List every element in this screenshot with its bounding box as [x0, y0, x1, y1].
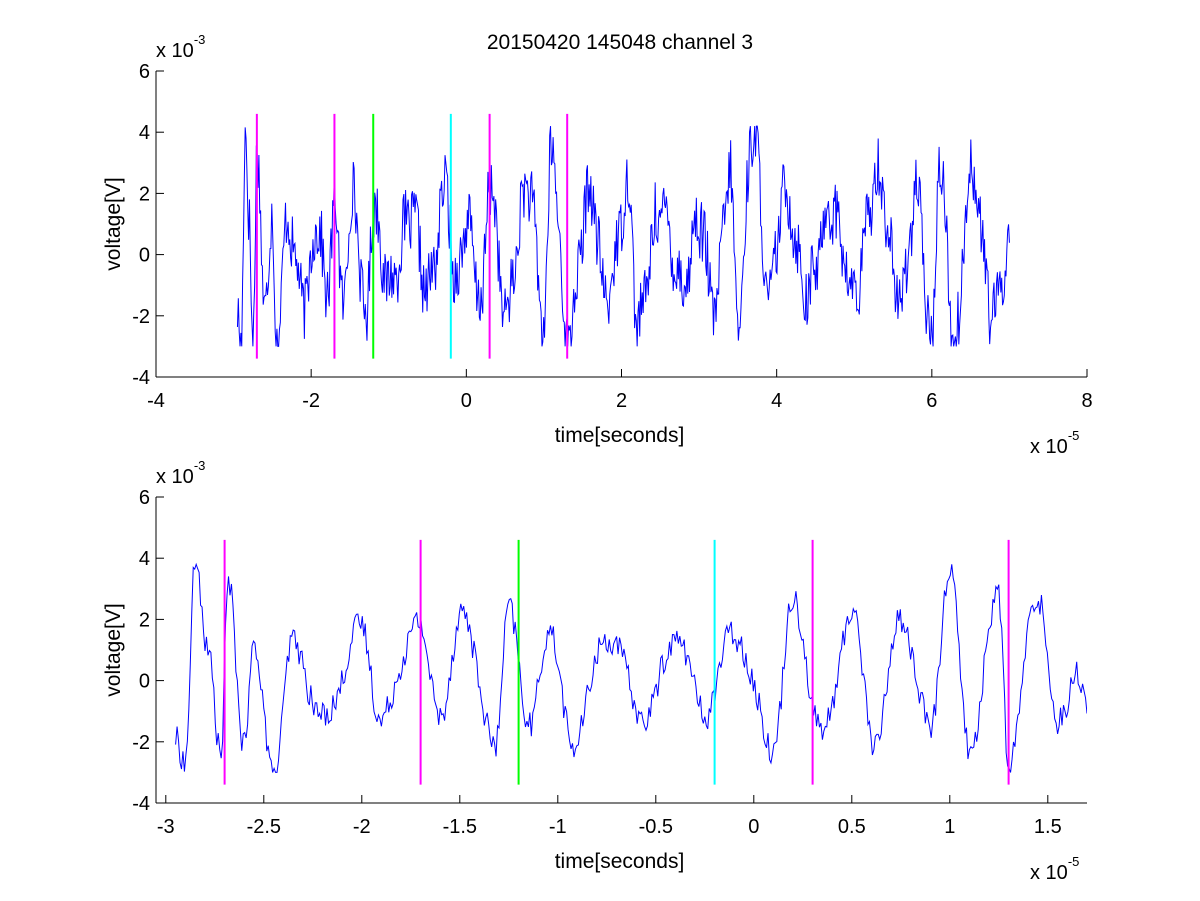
axes-bottom-x-tick-label: -1 [549, 816, 567, 838]
axes-top: -4 -2 0 2 4 6 8 -4 -2 0 2 4 6 time[seconds] voltage[V]… [102, 32, 1093, 458]
axes-top-y-exponent-power: -3 [194, 32, 206, 47]
axes-bottom-x-tick-label: 1 [944, 816, 955, 838]
axes-top-x-tick-label: 4 [771, 390, 782, 412]
axes-bottom-x-exponent-power: -5 [1068, 854, 1080, 869]
axes-bottom-y-tick-label: 2 [139, 609, 150, 631]
axes-bottom-x-exponent: x 10-5 [1030, 854, 1079, 884]
axes-top-x-label: time[seconds] [555, 424, 685, 447]
axes-bottom-x-label: time[seconds] [555, 850, 685, 873]
axes-bottom-y-tick-label: -2 [132, 732, 150, 754]
axes-bottom-x-tick-label: -0.5 [639, 816, 673, 838]
figure-title: 20150420 145048 channel 3 [487, 31, 753, 54]
axes-bottom-y-exponent: x 10-3 [156, 458, 205, 488]
axes-top-x-tick-label: 8 [1081, 390, 1092, 412]
axes-bottom-signal-line [175, 562, 1087, 773]
axes-top-x-tick-label: -4 [147, 390, 165, 412]
axes-bottom-x-tick-label: 1.5 [1034, 816, 1062, 838]
axes-top-y-tick-label: 6 [139, 61, 150, 83]
axes-top-x-tick-label: 6 [926, 390, 937, 412]
axes-bottom-y-label: voltage[V] [102, 603, 125, 696]
axes-bottom-x-tick-label: -1.5 [443, 816, 477, 838]
axes-bottom-x-tick-label: -3 [157, 816, 175, 838]
axes-bottom-y-tick-label: 0 [139, 671, 150, 693]
axes-bottom-y-tick-label: -4 [132, 793, 150, 815]
axes-top-x-tick-label: 2 [616, 390, 627, 412]
axes-top-x-tick-label: 0 [461, 390, 472, 412]
axes-top-y-tick-label: 4 [139, 122, 150, 144]
axes-bottom-y-tick-label: 6 [139, 487, 150, 509]
axes-top-y-exponent: x 10-3 [156, 32, 205, 62]
axes-top-y-tick-label: -2 [132, 306, 150, 328]
axes-top-y-exponent-base: x 10 [156, 40, 194, 62]
axes-bottom-x-tick-label: -2.5 [247, 816, 281, 838]
axes-bottom-x-exponent-base: x 10 [1030, 862, 1068, 884]
axes-top-y-tick-label: 0 [139, 245, 150, 267]
axes-bottom-x-tick-label: 0.5 [838, 816, 866, 838]
axes-top-x-exponent: x 10-5 [1030, 428, 1079, 458]
axes-bottom-y-exponent-power: -3 [194, 458, 206, 473]
axes-bottom-x-tick-label: 0 [748, 816, 759, 838]
axes-bottom-y-tick-label: 4 [139, 548, 150, 570]
axes-top-y-tick-label: -4 [132, 367, 150, 389]
axes-top-x-tick-label: -2 [302, 390, 320, 412]
axes-top-y-tick-label: 2 [139, 183, 150, 205]
axes-bottom-y-exponent-base: x 10 [156, 466, 194, 488]
axes-top-x-exponent-base: x 10 [1030, 436, 1068, 458]
axes-top-x-exponent-power: -5 [1068, 428, 1080, 443]
axes-bottom: -3 -2.5 -2 -1.5 -1 -0.5 0 0.5 1 1.5 -4 -2 0 2 4 6 time[s… [102, 458, 1087, 884]
axes-top-signal-line [236, 125, 1010, 347]
axes-top-y-label: voltage[V] [102, 177, 125, 270]
axes-bottom-x-tick-label: -2 [353, 816, 371, 838]
